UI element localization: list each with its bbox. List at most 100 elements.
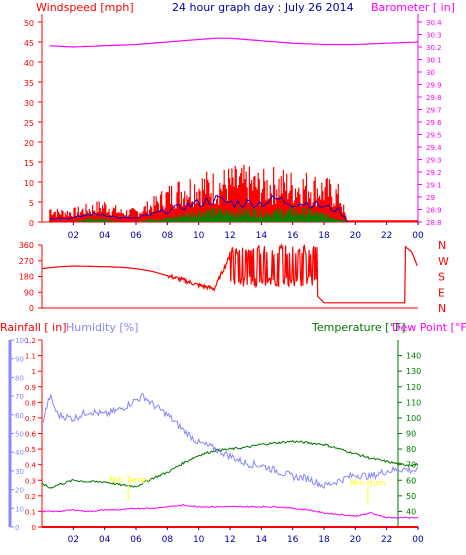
barometer-tick-label: 29.7	[426, 107, 442, 115]
x-tick-label: 00	[412, 231, 424, 241]
x-tick-label: 04	[99, 231, 111, 241]
humidity-tick-label: 50	[15, 431, 24, 439]
x-tick-label: 12	[224, 231, 235, 241]
rain-humidity-temperature-panel: Rainfall [ in] Humidity [%] Temperature [°…	[0, 321, 466, 545]
x-tick-label: 18	[318, 535, 330, 545]
x-tick-label: 18	[318, 231, 330, 241]
min-temp-annotation: Min Temp	[109, 475, 147, 484]
barometer-tick-label: 28.8	[426, 219, 442, 227]
wind-direction-series	[41, 243, 418, 304]
rainfall-axis-title: Rainfall [ in]	[0, 321, 67, 334]
rainfall-tick-label: 1.2	[25, 337, 36, 345]
rainfall-tick-label: 0.3	[25, 477, 36, 485]
humidity-tick-label: 40	[15, 449, 24, 457]
x-tick-label: 20	[350, 535, 362, 545]
direction-tick-label: 180	[19, 273, 34, 282]
barometer-tick-label: 29.3	[426, 157, 442, 165]
wind-axis-title: Windspeed [mph]	[36, 1, 134, 14]
direction-tick-label: 360	[19, 241, 34, 250]
rainfall-tick-label: 0.6	[25, 431, 37, 439]
rainfall-tick-label: 1	[32, 368, 36, 376]
x-tick-label: 02	[68, 231, 79, 241]
rainfall-tick-label: 1.1	[25, 353, 36, 361]
x-tick-label: 14	[256, 535, 268, 545]
wind-average-series	[49, 194, 348, 223]
temperature-tick-label: 90	[406, 430, 416, 439]
temperature-tick-label: 120	[406, 383, 421, 392]
x-tick-label: 00	[412, 535, 424, 545]
barometer-tick-label: 30.1	[426, 57, 442, 65]
x-tick-label: 22	[381, 231, 392, 241]
x-tick-label: 08	[162, 231, 174, 241]
temperature-tick-label: 140	[406, 352, 421, 361]
wind-low-series	[73, 207, 348, 222]
wind-tick-label: 25	[24, 119, 34, 128]
temperature-axis-title: Temperature [°F]	[311, 321, 406, 334]
direction-tick-label: 270	[19, 257, 34, 266]
x-tick-label: 06	[130, 535, 142, 545]
wind-tick-label: 10	[24, 179, 34, 188]
x-tick-label: 22	[381, 535, 392, 545]
x-tick-label: 20	[350, 231, 362, 241]
barometer-tick-label: 30.2	[426, 44, 442, 52]
humidity-tick-label: 90	[15, 356, 24, 364]
barometer-tick-label: 29.5	[426, 132, 442, 140]
temperature-tick-label: 110	[406, 398, 421, 407]
barometer-tick-label: 29.6	[426, 119, 442, 127]
temperature-tick-label: 80	[406, 445, 416, 454]
wind-tick-label: 0	[29, 219, 34, 228]
x-tick-label: 10	[193, 231, 205, 241]
x-tick-label: 10	[193, 535, 205, 545]
chart-title: 24 hour graph day : July 26 2014	[172, 1, 354, 14]
temperature-tick-label: 40	[406, 507, 416, 516]
humidity-series	[41, 392, 419, 490]
rainfall-tick-label: 0.7	[25, 415, 36, 423]
barometer-tick-label: 29.1	[426, 182, 442, 190]
temperature-series	[41, 439, 419, 489]
compass-label: S	[438, 271, 445, 284]
humidity-tick-label: 60	[15, 412, 24, 420]
barometer-tick-label: 30.3	[426, 32, 442, 40]
humidity-tick-label: 70	[15, 393, 24, 401]
x-tick-label: 08	[162, 535, 174, 545]
direction-tick-label: 0	[29, 304, 34, 313]
temperature-tick-label: 50	[406, 492, 416, 501]
barometer-tick-label: 29.9	[426, 82, 442, 90]
compass-label: N	[438, 239, 446, 252]
barometer-series	[49, 37, 419, 48]
wind-tick-label: 15	[24, 159, 34, 168]
compass-label: E	[438, 286, 445, 299]
humidity-tick-label: 20	[15, 487, 24, 495]
rainfall-tick-label: 0.5	[25, 446, 36, 454]
temperature-tick-label: 60	[406, 476, 416, 485]
x-tick-label: 06	[130, 231, 142, 241]
wind-barometer-panel: Windspeed [mph] 24 hour graph day : July …	[24, 1, 455, 241]
compass-label: W	[438, 255, 449, 268]
direction-tick-label: 90	[24, 288, 34, 297]
x-tick-label: 12	[224, 535, 235, 545]
min-hum-annotation: Min Hum	[350, 479, 386, 488]
rainfall-tick-label: 0.9	[25, 384, 36, 392]
barometer-tick-label: 29.2	[426, 169, 442, 177]
wind-tick-label: 30	[24, 99, 34, 108]
wind-tick-label: 50	[24, 19, 34, 28]
wind-tick-label: 20	[24, 139, 34, 148]
humidity-tick-label: 80	[15, 374, 24, 382]
x-tick-label: 02	[68, 535, 79, 545]
wind-tick-label: 40	[24, 59, 34, 68]
humidity-tick-label: 10	[15, 505, 24, 513]
barometer-axis-title: Barometer [ in]	[371, 1, 455, 14]
humidity-tick-label: 30	[15, 468, 24, 476]
humidity-axis-title: Humidity [%]	[66, 321, 138, 334]
rainfall-tick-label: 0.4	[25, 462, 37, 470]
rainfall-tick-label: 0.2	[25, 493, 36, 501]
wind-gust-series	[49, 164, 348, 222]
x-tick-label: 04	[99, 535, 111, 545]
humidity-tick-label: 100	[15, 337, 28, 345]
dewpoint-axis-title: Dew Point [°F]	[392, 321, 466, 334]
barometer-tick-label: 30	[426, 69, 435, 77]
temperature-tick-label: 100	[406, 414, 421, 423]
